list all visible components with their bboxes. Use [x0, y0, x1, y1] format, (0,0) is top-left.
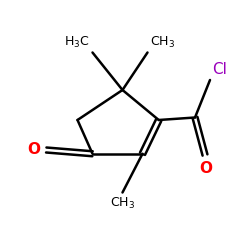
Text: O: O — [200, 161, 213, 176]
Text: O: O — [27, 142, 40, 158]
Text: H$_3$C: H$_3$C — [64, 35, 90, 50]
Text: CH$_3$: CH$_3$ — [110, 196, 135, 211]
Text: Cl: Cl — [212, 62, 228, 78]
Text: CH$_3$: CH$_3$ — [150, 35, 175, 50]
